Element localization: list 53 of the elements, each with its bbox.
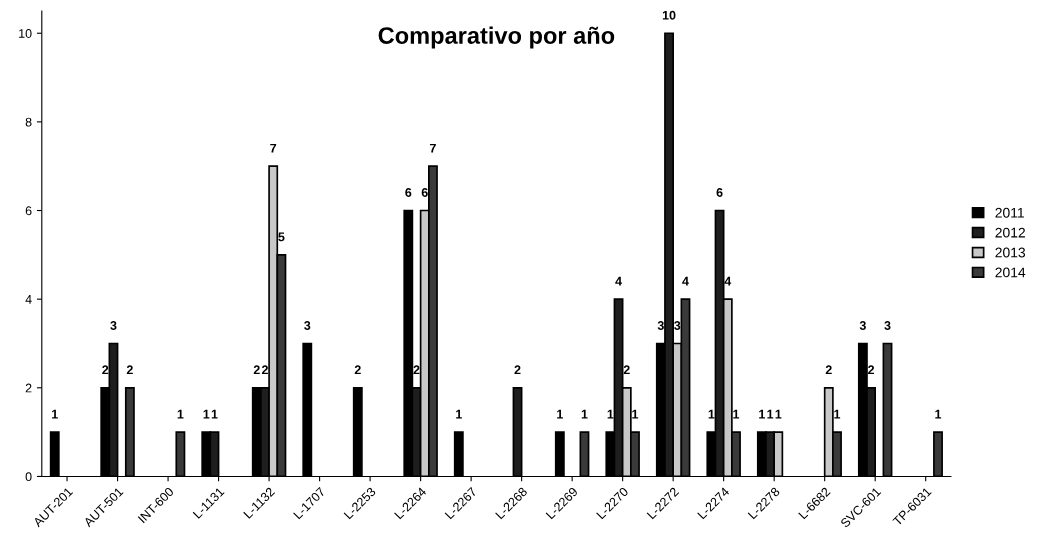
- y-tick-label: 10: [19, 29, 32, 38]
- data-label: 6: [716, 188, 723, 197]
- data-label: 2: [868, 365, 875, 375]
- text: Comparativo por año: [378, 26, 615, 49]
- data-label: 1: [456, 409, 462, 419]
- data-label: 5: [278, 232, 285, 242]
- data-label: 4: [615, 276, 622, 286]
- data-label: 1: [767, 409, 774, 419]
- data-label: 3: [884, 321, 891, 330]
- legend-label: 2012: [995, 227, 1025, 238]
- data-label: 3: [110, 321, 117, 330]
- data-label: 2: [413, 365, 420, 375]
- y-tick-label: 6: [25, 206, 32, 216]
- data-label: 2: [825, 365, 832, 375]
- data-label: 1: [935, 409, 942, 419]
- data-label: 1: [759, 409, 765, 419]
- data-label: 3: [657, 321, 664, 330]
- data-label: 4: [682, 276, 689, 286]
- data-label: 1: [733, 409, 740, 419]
- data-label: 1: [632, 409, 639, 419]
- data-label: 4: [724, 276, 732, 286]
- data-label: 3: [304, 321, 311, 330]
- data-label: 2: [126, 365, 133, 375]
- data-label: 1: [834, 409, 841, 419]
- data-label: 10: [662, 10, 676, 20]
- data-label: 1: [211, 409, 218, 419]
- data-label: 3: [674, 321, 681, 330]
- legend-label: 2013: [995, 247, 1026, 258]
- data-label: 6: [405, 188, 412, 197]
- data-label: 1: [581, 409, 588, 419]
- data-label: 1: [775, 409, 782, 419]
- data-label: 6: [421, 188, 428, 197]
- y-tick-label: 4: [25, 295, 32, 304]
- data-label: 1: [177, 409, 184, 419]
- data-label: 2: [261, 365, 268, 375]
- data-label: 2: [253, 365, 260, 375]
- data-label: 1: [52, 409, 58, 419]
- data-label: 7: [429, 143, 436, 153]
- data-label: 2: [623, 365, 630, 375]
- data-label: 2: [102, 365, 109, 375]
- data-label: 7: [270, 143, 277, 153]
- data-label: 1: [607, 409, 614, 419]
- y-tick-label: 0: [25, 472, 32, 482]
- legend-label: 2014: [995, 267, 1026, 278]
- data-label: 2: [514, 365, 521, 375]
- data-label: 1: [557, 409, 563, 419]
- legend-label: 2011: [995, 207, 1024, 218]
- data-label: 3: [859, 321, 866, 330]
- data-label: 2: [354, 365, 361, 375]
- data-label: 1: [708, 409, 715, 419]
- y-tick-label: 2: [25, 383, 32, 393]
- y-tick-label: 8: [25, 117, 32, 127]
- data-label: 1: [203, 409, 210, 419]
